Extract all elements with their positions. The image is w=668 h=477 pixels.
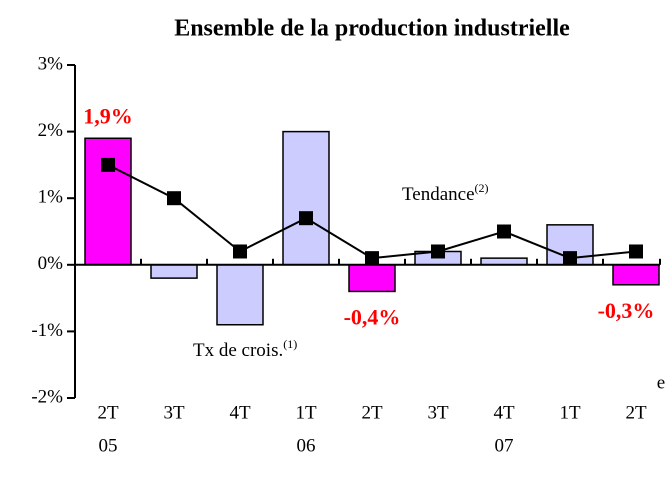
legend-label: Tendance(2) <box>402 181 489 206</box>
y-tick-label: 0% <box>38 253 64 274</box>
y-tick-label: 1% <box>38 187 64 208</box>
x-tick-label: 4T <box>229 402 251 423</box>
trend-marker <box>299 211 313 226</box>
trend-marker <box>167 191 181 206</box>
trend-marker <box>233 244 247 259</box>
data-label: -0,3% <box>598 298 655 323</box>
x-tick-label: 2T <box>361 402 383 423</box>
series-note: (1) <box>283 337 297 351</box>
y-tick-label: 3% <box>38 53 64 74</box>
x-year-label: 06 <box>297 435 316 456</box>
bar <box>282 130 330 266</box>
x-tick-label: 2T <box>97 402 119 423</box>
series-name: Tx de crois. <box>193 340 283 361</box>
bar <box>348 264 396 293</box>
series-note: (2) <box>475 181 489 195</box>
y-tick-label: 2% <box>38 120 64 141</box>
trend-marker <box>629 244 643 259</box>
bar <box>150 264 198 279</box>
x-tick-label: 1T <box>559 402 581 423</box>
chart-title: Ensemble de la production industrielle <box>174 16 570 42</box>
trend-marker <box>365 251 379 266</box>
trend-marker <box>431 244 445 259</box>
data-label: -0,4% <box>344 304 401 329</box>
x-tick-label: 3T <box>427 402 449 423</box>
x-year-label: 07 <box>495 435 514 456</box>
trend-marker <box>101 157 115 172</box>
trend-marker <box>497 224 511 239</box>
bar <box>216 264 264 326</box>
x-tick-label: 2T <box>625 402 647 423</box>
x-tick-label: 4T <box>493 402 515 423</box>
y-tick-label: -1% <box>31 320 63 341</box>
x-tick-label: 1T <box>295 402 317 423</box>
legend-label: Tx de crois.(1) <box>193 337 297 362</box>
y-tick-label: -2% <box>31 386 63 407</box>
bar <box>84 137 132 266</box>
estimate-mark: e <box>657 372 665 393</box>
trend-marker <box>563 251 577 266</box>
series-name: Tendance <box>402 184 475 205</box>
x-tick-label: 3T <box>163 402 185 423</box>
bar <box>612 264 660 286</box>
data-label: 1,9% <box>83 103 133 128</box>
x-year-label: 05 <box>99 435 118 456</box>
